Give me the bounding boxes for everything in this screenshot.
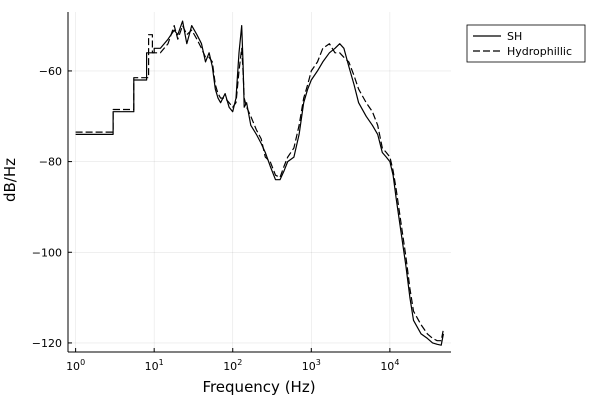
legend: SH Hydrophillic	[466, 24, 586, 63]
series-line-hydrophillic	[75, 25, 444, 342]
tick-labels: 100 101 102 103 104 −60 −80 −100 −120	[32, 65, 400, 373]
x-tick-label: 104	[380, 358, 399, 373]
series-line-sh	[75, 20, 444, 346]
legend-label: Hydrophillic	[507, 45, 572, 58]
axes	[67, 12, 451, 353]
y-tick-label: −100	[32, 246, 62, 259]
y-axis-label: dB/Hz	[1, 158, 19, 202]
grid	[68, 12, 451, 352]
x-axis-label: Frequency (Hz)	[202, 378, 315, 396]
x-tick-label: 102	[223, 358, 242, 373]
y-tick-label: −60	[39, 65, 62, 78]
series-layer	[75, 20, 444, 346]
x-tick-label: 103	[302, 358, 321, 373]
y-tick-label: −120	[32, 337, 62, 350]
legend-box	[466, 24, 586, 63]
x-tick-label: 101	[145, 358, 164, 373]
y-tick-label: −80	[39, 156, 62, 169]
x-tick-label: 100	[66, 358, 85, 373]
legend-label: SH	[507, 30, 522, 43]
